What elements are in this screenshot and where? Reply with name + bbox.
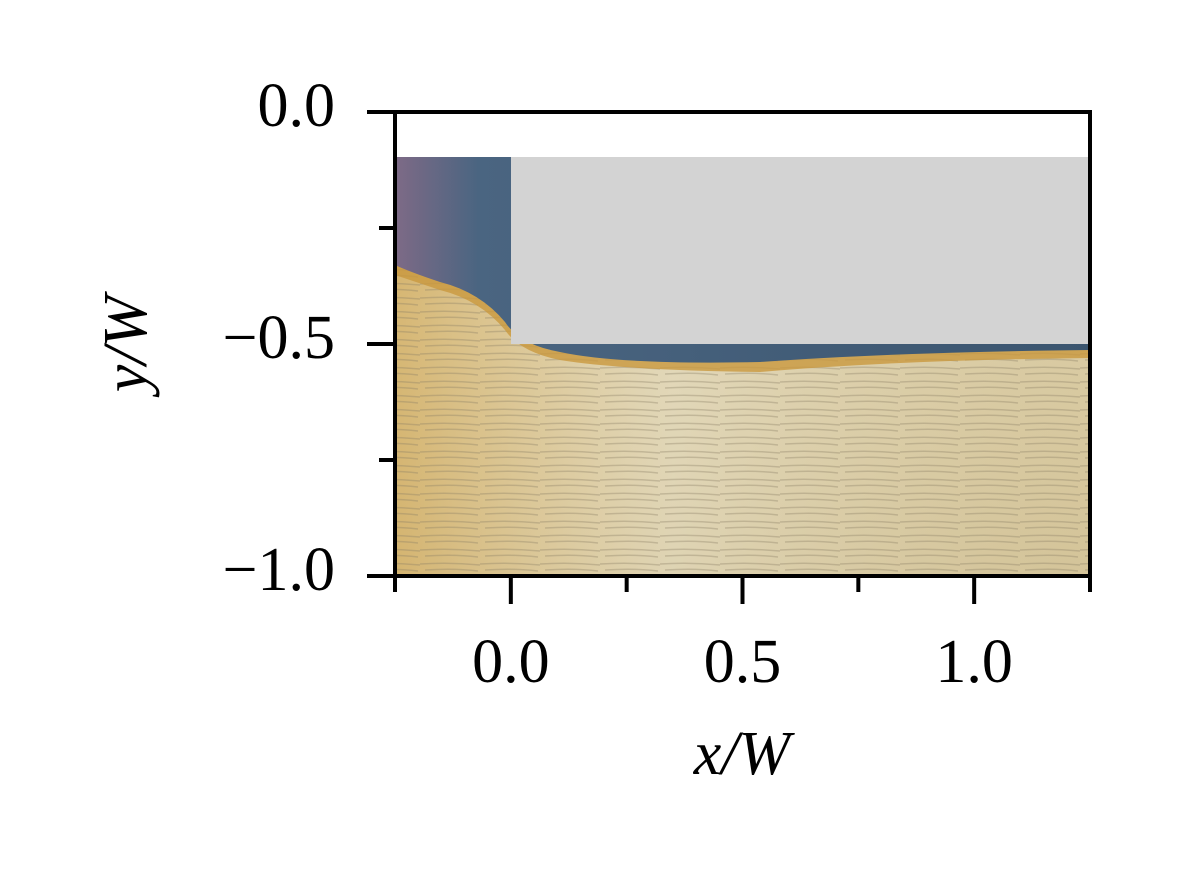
x-tick-label: 0.0: [472, 628, 550, 696]
x-axis-label: x/W: [693, 720, 796, 788]
x-tick-label: 1.0: [935, 628, 1013, 696]
x-tick-label: 0.5: [704, 628, 782, 696]
y-axis-label: y/W: [92, 290, 160, 398]
y-tick-label: −0.5: [223, 304, 335, 372]
obstacle: [511, 157, 1090, 344]
flow-field: [395, 157, 1090, 576]
y-tick-label: −1.0: [223, 536, 335, 604]
y-tick-label: 0.0: [258, 72, 336, 140]
